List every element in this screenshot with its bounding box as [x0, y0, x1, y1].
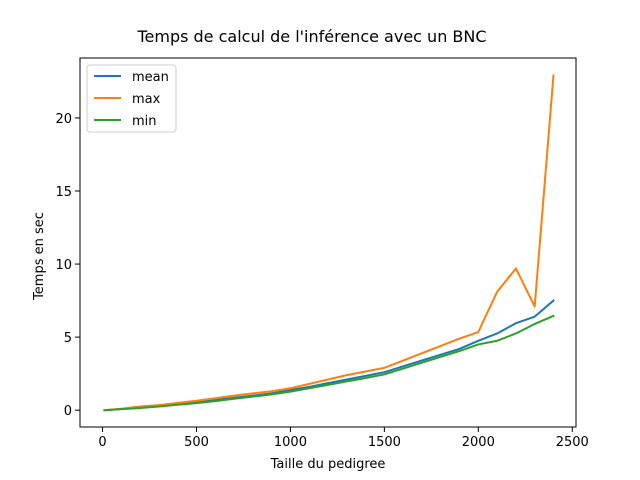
x-tick-label: 2000: [462, 435, 495, 450]
y-tick-label: 15: [55, 185, 72, 200]
x-tick-label: 1000: [274, 435, 307, 450]
x-axis-label: Taille du pedigree: [270, 457, 386, 472]
series-line-max: [103, 74, 555, 412]
x-tick-label: 2500: [556, 435, 589, 450]
x-tick-label: 0: [98, 435, 106, 450]
y-tick-label: 0: [64, 404, 72, 419]
y-tick-label: 10: [55, 258, 72, 273]
y-axis-label: Temps en sec: [32, 212, 47, 301]
chart-title: Temps de calcul de l'inférence avec un B…: [136, 27, 486, 46]
legend-label-mean: mean: [132, 70, 169, 85]
plot-area: 0 500 1000 1500 2000 2500 0 5 10 15 20 mean max min: [55, 57, 589, 450]
legend-box: [86, 64, 177, 133]
y-tick-label: 20: [55, 112, 72, 127]
series-line-min: [103, 314, 555, 412]
legend-label-min: min: [132, 114, 157, 129]
x-tick-label: 500: [184, 435, 209, 450]
x-tick-label: 1500: [368, 435, 401, 450]
y-tick-label: 5: [64, 331, 72, 346]
legend-label-max: max: [132, 92, 161, 107]
plot-frame: [79, 57, 577, 428]
